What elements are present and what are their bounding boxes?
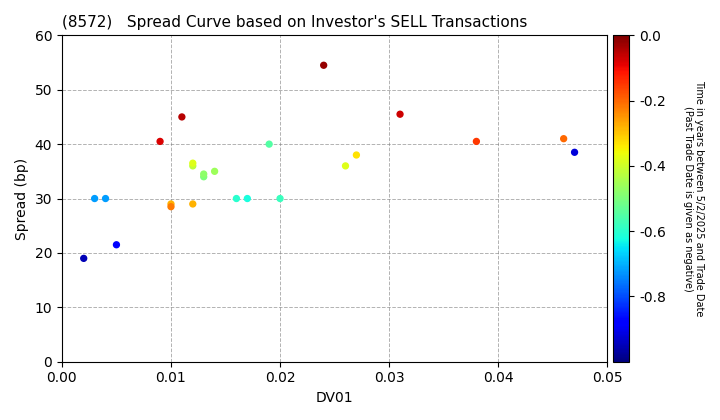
Y-axis label: Time in years between 5/2/2025 and Trade Date
(Past Trade Date is given as negat: Time in years between 5/2/2025 and Trade… [683, 80, 704, 317]
Point [274, 195, 286, 202]
Point [111, 241, 122, 248]
Point [558, 135, 570, 142]
Point [351, 152, 362, 158]
Point [89, 195, 100, 202]
Point [242, 195, 253, 202]
Point [209, 168, 220, 175]
Point [187, 163, 199, 169]
Point [230, 195, 242, 202]
Point [198, 171, 210, 177]
Point [176, 113, 188, 120]
Point [569, 149, 580, 156]
Point [187, 160, 199, 166]
Point [340, 163, 351, 169]
X-axis label: DV01: DV01 [316, 391, 354, 405]
Point [198, 173, 210, 180]
Point [78, 255, 89, 262]
Point [318, 62, 330, 68]
Point [154, 138, 166, 145]
Point [100, 195, 112, 202]
Point [471, 138, 482, 145]
Point [264, 141, 275, 147]
Point [165, 203, 176, 210]
Point [165, 201, 176, 207]
Point [395, 111, 406, 118]
Text: (8572)   Spread Curve based on Investor's SELL Transactions: (8572) Spread Curve based on Investor's … [62, 15, 527, 30]
Y-axis label: Spread (bp): Spread (bp) [15, 158, 29, 239]
Point [187, 201, 199, 207]
